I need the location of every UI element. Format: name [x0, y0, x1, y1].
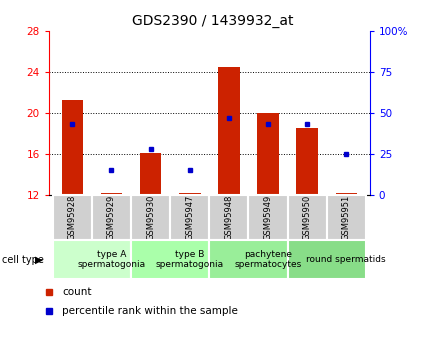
Bar: [257, 113, 279, 195]
Text: GSM95950: GSM95950: [303, 195, 312, 240]
Bar: [62, 100, 83, 195]
Bar: [92, 195, 131, 240]
Bar: [296, 128, 318, 195]
Text: GSM95951: GSM95951: [342, 195, 351, 240]
Bar: [131, 195, 170, 240]
Bar: [101, 193, 122, 195]
Text: GSM95929: GSM95929: [107, 195, 116, 240]
Bar: [53, 240, 131, 279]
Bar: [179, 193, 201, 195]
Bar: [53, 195, 92, 240]
Text: round spermatids: round spermatids: [306, 255, 386, 264]
Bar: [209, 240, 288, 279]
Text: percentile rank within the sample: percentile rank within the sample: [62, 306, 238, 316]
Text: count: count: [62, 287, 91, 297]
Bar: [209, 195, 249, 240]
Text: GSM95949: GSM95949: [264, 195, 272, 240]
Bar: [288, 240, 366, 279]
Text: GSM95948: GSM95948: [224, 195, 233, 240]
Text: GDS2390 / 1439932_at: GDS2390 / 1439932_at: [132, 14, 293, 28]
Text: type B
spermatogonia: type B spermatogonia: [156, 250, 224, 269]
Bar: [170, 195, 209, 240]
Text: cell type: cell type: [2, 255, 44, 265]
Bar: [249, 195, 288, 240]
Text: type A
spermatogonia: type A spermatogonia: [77, 250, 145, 269]
Text: GSM95947: GSM95947: [185, 195, 194, 240]
Bar: [140, 153, 162, 195]
Bar: [288, 195, 327, 240]
Text: GSM95930: GSM95930: [146, 195, 155, 240]
Bar: [327, 195, 366, 240]
Text: pachytene
spermatocytes: pachytene spermatocytes: [234, 250, 302, 269]
Bar: [131, 240, 209, 279]
Text: ▶: ▶: [35, 255, 43, 265]
Text: GSM95928: GSM95928: [68, 195, 77, 240]
Bar: [218, 67, 240, 195]
Bar: [335, 193, 357, 195]
